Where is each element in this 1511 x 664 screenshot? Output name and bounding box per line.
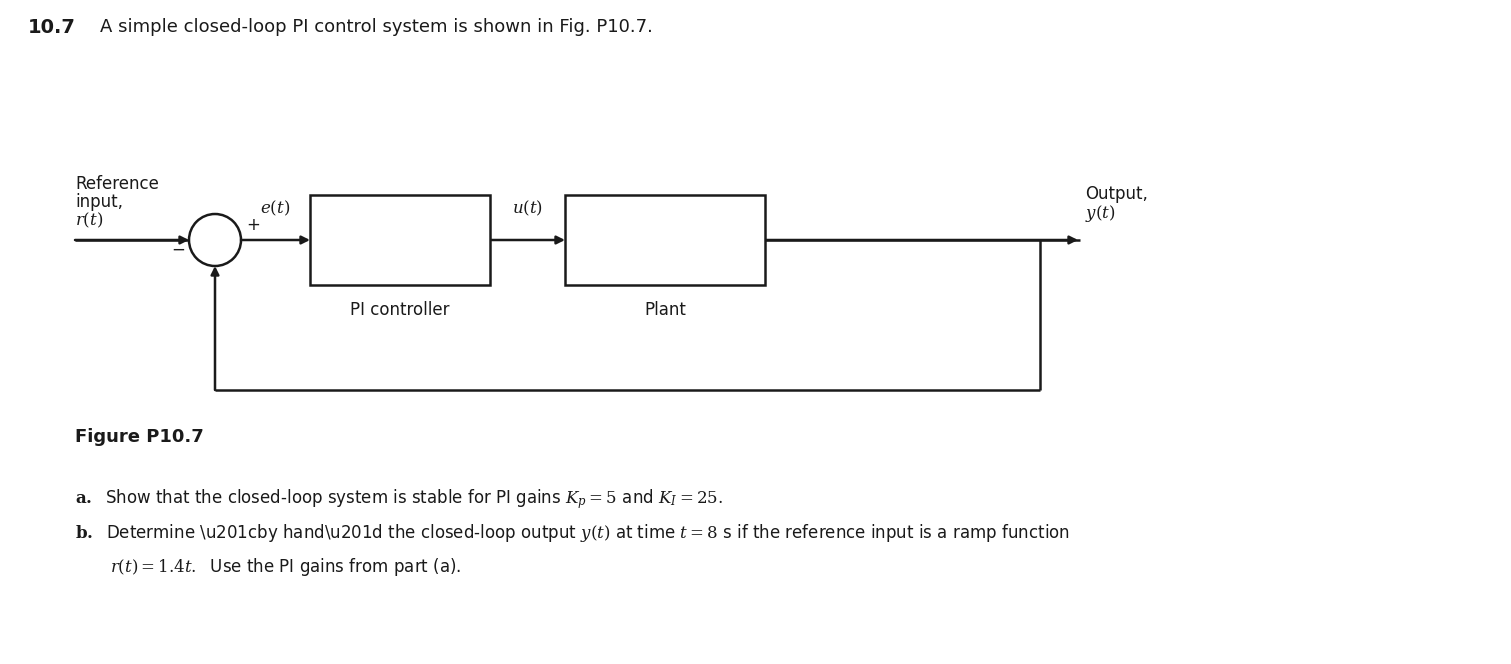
- Text: $1$: $1$: [659, 218, 671, 236]
- Text: $\mathbf{a.}$  Show that the closed-loop system is stable for PI gains $K_p = 5$: $\mathbf{a.}$ Show that the closed-loop …: [76, 487, 722, 511]
- Bar: [310, 195, 490, 285]
- Text: $r(t)$: $r(t)$: [76, 211, 103, 230]
- Text: 10.7: 10.7: [29, 18, 76, 37]
- Text: −: −: [171, 241, 184, 259]
- Text: A simple closed-loop PI control system is shown in Fig. P10.7.: A simple closed-loop PI control system i…: [100, 18, 653, 36]
- Text: $e(t)$: $e(t)$: [260, 199, 290, 218]
- Text: PI controller: PI controller: [351, 301, 450, 319]
- Text: $(s + 2)(s + 8)$: $(s + 2)(s + 8)$: [612, 248, 718, 268]
- Text: input,: input,: [76, 193, 122, 211]
- Text: $\mathbf{b.}$  Determine \u201cby hand\u201d the closed-loop output $y(t)$ at ti: $\mathbf{b.}$ Determine \u201cby hand\u2…: [76, 522, 1070, 544]
- Text: Plant: Plant: [644, 301, 686, 319]
- Text: Reference: Reference: [76, 175, 159, 193]
- Text: $s$: $s$: [394, 249, 405, 267]
- Text: $r(t) = 1.4t.$  Use the PI gains from part (a).: $r(t) = 1.4t.$ Use the PI gains from par…: [110, 556, 461, 578]
- Bar: [565, 195, 765, 285]
- Text: Output,: Output,: [1085, 185, 1148, 203]
- Text: +: +: [246, 216, 260, 234]
- Text: $y(t)$: $y(t)$: [1085, 203, 1115, 224]
- Text: Figure P10.7: Figure P10.7: [76, 428, 204, 446]
- Text: $K_p s + K_I$: $K_p s + K_I$: [363, 215, 437, 239]
- Text: $u(t)$: $u(t)$: [512, 199, 542, 218]
